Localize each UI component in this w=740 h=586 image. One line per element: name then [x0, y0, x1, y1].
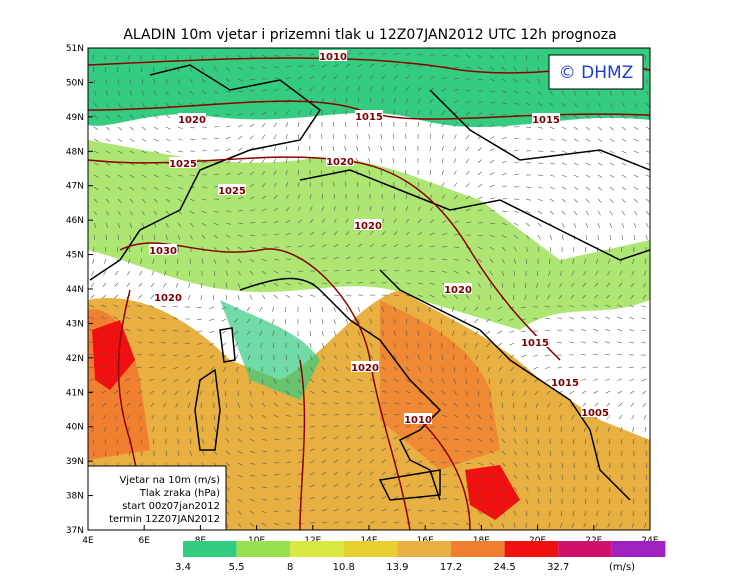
colorbar-swatch: [397, 541, 451, 557]
legend-line: termin 12Z07JAN2012: [109, 514, 220, 525]
colorbar-swatch: [612, 541, 666, 557]
legend-line: Tlak zraka (hPa): [139, 488, 220, 499]
title: ALADIN 10m vjetar i prizemni tlak u 12Z0…: [123, 27, 616, 43]
isobar-label: 1020: [326, 157, 354, 168]
colorbar-unit: (m/s): [609, 562, 635, 573]
isobar-label: 1020: [354, 221, 382, 232]
isobar-label: 1020: [351, 363, 379, 374]
colorbar-swatch: [505, 541, 559, 557]
isobar-label: 1030: [149, 246, 177, 257]
legend-line: start 00z07jan2012: [122, 501, 220, 512]
colorbar-swatch: [237, 541, 291, 557]
colorbar-label: 24.5: [493, 562, 515, 573]
colorbar-label: 3.4: [175, 562, 191, 573]
lat-label: 45N: [66, 251, 84, 261]
colorbar-label: 32.7: [547, 562, 569, 573]
isobar-label: 1015: [551, 378, 579, 389]
lon-label: 4E: [82, 536, 94, 546]
lat-label: 42N: [66, 354, 84, 364]
lat-label: 37N: [66, 526, 84, 536]
colorbar-label: 10.8: [333, 562, 355, 573]
isobar-label: 1015: [355, 112, 383, 123]
isobar-label: 1005: [581, 408, 609, 419]
isobar-label: 1010: [319, 52, 347, 63]
lat-label: 50N: [66, 78, 84, 88]
lat-label: 39N: [66, 457, 84, 467]
colorbar-label: 5.5: [229, 562, 245, 573]
colorbar-swatch: [451, 541, 505, 557]
lat-label: 49N: [66, 113, 84, 123]
isobar-label: 1025: [218, 186, 246, 197]
isobar-label: 1025: [169, 159, 197, 170]
colorbar-swatch: [183, 541, 237, 557]
colorbar-label: 17.2: [440, 562, 462, 573]
isobar-label: 1015: [521, 338, 549, 349]
legend-line: Vjetar na 10m (m/s): [119, 475, 220, 486]
isobar-label: 1020: [444, 285, 472, 296]
lat-label: 47N: [66, 182, 84, 192]
isobar-label: 1020: [154, 293, 182, 304]
colorbar-label: 13.9: [386, 562, 408, 573]
colorbar-swatch: [290, 541, 344, 557]
colorbar-swatch: [344, 541, 398, 557]
lat-label: 43N: [66, 319, 84, 329]
lat-label: 38N: [66, 492, 84, 502]
lat-label: 44N: [66, 285, 84, 295]
lat-label: 40N: [66, 423, 84, 433]
isobar-label: 1020: [178, 115, 206, 126]
colorbar-swatch: [558, 541, 612, 557]
lat-label: 46N: [66, 216, 84, 226]
isobar-label: 1010: [404, 415, 432, 426]
lon-label: 6E: [138, 536, 150, 546]
lat-label: 51N: [66, 44, 84, 54]
logo: © DHMZ: [559, 63, 634, 83]
lat-label: 48N: [66, 147, 84, 157]
lat-label: 41N: [66, 388, 84, 398]
colorbar-label: 8: [287, 562, 293, 573]
isobar-label: 1015: [532, 115, 560, 126]
